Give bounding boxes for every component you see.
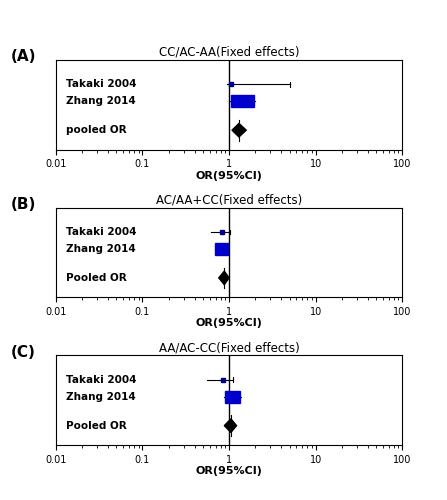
Title: AC/AA+CC(Fixed effects): AC/AA+CC(Fixed effects) bbox=[156, 194, 302, 206]
Text: Takaki 2004: Takaki 2004 bbox=[66, 374, 136, 384]
Text: Zhang 2014: Zhang 2014 bbox=[66, 392, 135, 402]
Text: (C): (C) bbox=[11, 344, 36, 360]
X-axis label: OR(95%CI): OR(95%CI) bbox=[196, 318, 262, 328]
Polygon shape bbox=[232, 124, 246, 137]
Title: AA/AC-CC(Fixed effects): AA/AC-CC(Fixed effects) bbox=[159, 342, 299, 354]
X-axis label: OR(95%CI): OR(95%CI) bbox=[196, 170, 262, 180]
Polygon shape bbox=[224, 419, 236, 432]
Title: CC/AC-AA(Fixed effects): CC/AC-AA(Fixed effects) bbox=[159, 46, 299, 59]
Bar bbox=[231, 95, 254, 107]
Bar bbox=[225, 390, 240, 402]
Text: Pooled OR: Pooled OR bbox=[66, 420, 127, 430]
Text: Takaki 2004: Takaki 2004 bbox=[66, 79, 136, 89]
Text: Pooled OR: Pooled OR bbox=[66, 273, 127, 283]
Text: Takaki 2004: Takaki 2004 bbox=[66, 227, 136, 237]
Text: Zhang 2014: Zhang 2014 bbox=[66, 96, 135, 106]
X-axis label: OR(95%CI): OR(95%CI) bbox=[196, 466, 262, 476]
Polygon shape bbox=[219, 271, 229, 284]
Text: Zhang 2014: Zhang 2014 bbox=[66, 244, 135, 254]
Text: (B): (B) bbox=[11, 197, 36, 212]
Bar bbox=[215, 243, 228, 255]
Text: pooled OR: pooled OR bbox=[66, 125, 127, 135]
Text: (A): (A) bbox=[11, 50, 36, 64]
